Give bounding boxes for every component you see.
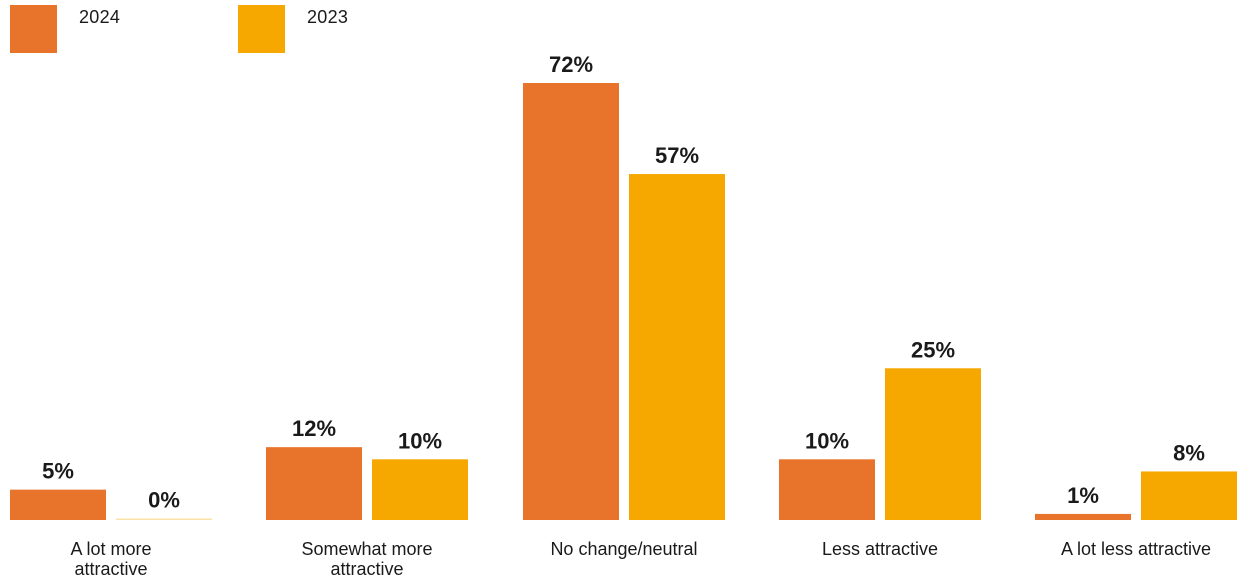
legend-label-2024: 2024 (79, 6, 121, 27)
category-label-no-change-neutral: No change/neutral (550, 539, 697, 559)
data-label-2024-less-attractive: 10% (805, 428, 849, 453)
data-label-2024-a-lot-more-attractive: 5% (42, 459, 74, 484)
bar-2023-somewhat-more-attractive (372, 459, 468, 520)
legend-swatch-2023 (238, 5, 285, 53)
legend-label-2023: 2023 (307, 6, 349, 27)
category-label-somewhat-more-attractive: Somewhat more attractive (301, 539, 432, 579)
bar-2024-a-lot-less-attractive (1035, 513, 1131, 520)
data-label-2024-no-change-neutral: 72% (549, 52, 593, 77)
bar-2023-no-change-neutral (629, 174, 725, 520)
data-label-2023-less-attractive: 25% (911, 337, 955, 362)
data-label-2024-somewhat-more-attractive: 12% (292, 416, 336, 441)
data-label-2024-a-lot-less-attractive: 1% (1067, 483, 1099, 508)
category-label-a-lot-less-attractive: A lot less attractive (1061, 539, 1211, 559)
legend-item-2023: 2023 (238, 5, 348, 53)
data-label-2023-a-lot-more-attractive: 0% (148, 488, 180, 513)
bar-2023-less-attractive (885, 368, 981, 520)
category-label-less-attractive: Less attractive (822, 539, 938, 559)
bar-2023-a-lot-less-attractive (1141, 471, 1237, 520)
data-label-2023-a-lot-less-attractive: 8% (1173, 440, 1205, 465)
legend-item-2024: 2024 (10, 5, 238, 53)
category-label-a-lot-more-attractive: A lot more attractive (70, 539, 151, 579)
legend-swatch-2024 (10, 5, 57, 53)
bar-2024-somewhat-more-attractive (266, 447, 362, 520)
bar-2024-a-lot-more-attractive (10, 489, 106, 520)
bar-2024-less-attractive (779, 459, 875, 520)
data-label-2023-no-change-neutral: 57% (655, 143, 699, 168)
legend: 2024 2023 (10, 4, 348, 54)
bar-2023-a-lot-more-attractive (116, 518, 212, 520)
bar-2024-no-change-neutral (523, 83, 619, 520)
data-label-2023-somewhat-more-attractive: 10% (398, 428, 442, 453)
